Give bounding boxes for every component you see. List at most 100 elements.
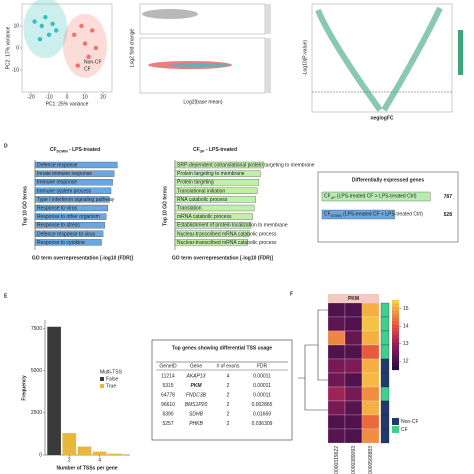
- table-cell: PHKB: [189, 421, 203, 427]
- y-axis-label: -Log10(P-value): [302, 40, 308, 76]
- colorbar-step: [392, 321, 399, 325]
- bar: [174, 196, 256, 203]
- bar-label: Protein targeting: [177, 180, 214, 186]
- heatmap-cell: [327, 316, 346, 332]
- table-cell: 2: [227, 383, 230, 389]
- y-tick-label: -10: [12, 67, 19, 73]
- legend-label: Non-CF: [401, 419, 419, 425]
- table-cell: 5257: [162, 421, 173, 427]
- bar-label: Type I interferon signaling pathway: [37, 197, 115, 203]
- x-tick-label: 2: [68, 457, 71, 463]
- table-cell: 2: [227, 411, 230, 417]
- y-tick-label: 5000: [31, 368, 42, 374]
- bar-label: Defence response to virus: [37, 231, 96, 237]
- table-header: Gene: [190, 363, 202, 369]
- x-tick-label: 10: [82, 94, 88, 100]
- bar-value: 528: [444, 212, 453, 218]
- bar: [34, 204, 108, 212]
- title-bg: [328, 294, 379, 303]
- bar-label: Immune response: [37, 180, 77, 186]
- y-tick-label: 10: [13, 23, 19, 29]
- heatmap-cell: [344, 330, 363, 346]
- heatmap-cell: [327, 330, 346, 346]
- point: [90, 28, 95, 33]
- table-cell: SDHB: [189, 411, 204, 417]
- ellipse: [23, 0, 68, 59]
- box-title: Differentially expressed genes: [352, 177, 424, 183]
- bar: [174, 161, 264, 169]
- bar-label: Translation: [177, 206, 202, 212]
- point: [82, 41, 88, 46]
- table-title: Top genes showing differential TSS usage: [172, 345, 272, 351]
- heatmap-cell: [344, 428, 363, 444]
- x-axis-label: neglogFC: [370, 115, 393, 121]
- column-label: ENST00000389093: [351, 446, 357, 474]
- bar: [174, 170, 261, 177]
- table-header: GeneID: [159, 363, 177, 369]
- y-axis-label: PC2: 17% variance: [5, 26, 11, 69]
- bar: [174, 187, 258, 194]
- bar-label: RNA catabolic process: [177, 197, 228, 203]
- point: [46, 32, 52, 37]
- de-box: [317, 171, 459, 243]
- heatmap-cell: [327, 428, 346, 444]
- volcano-cloud: [315, 6, 443, 112]
- heatmap-cell: [344, 344, 363, 360]
- table-cell: 0.036309: [252, 421, 273, 427]
- dendrogram: [298, 309, 328, 411]
- x-tick-label: 20: [100, 94, 106, 100]
- chart-title: CFDOWN - LPS-treated: [50, 147, 100, 153]
- text-part: CF: [324, 194, 331, 200]
- table-cell: 5315: [162, 383, 173, 389]
- bar: [174, 179, 260, 186]
- point: [32, 19, 37, 24]
- colorbar-label: 13: [403, 341, 409, 347]
- bar-label: Response to other organism: [37, 214, 100, 220]
- bar-label: Nuclear-transcribed mRNA catabolic proce…: [177, 231, 277, 237]
- bar: [47, 326, 61, 455]
- legend-title: Multi-TSS: [100, 369, 123, 375]
- x-tick-label: 4: [98, 457, 101, 463]
- bar-label: Defence response: [37, 163, 78, 169]
- decoration: [139, 3, 463, 441]
- heatmap-cell: [361, 428, 380, 444]
- x-axis-label: Number of TSSs per gene: [56, 465, 117, 471]
- colorbar-step: [392, 303, 399, 308]
- heatmap-cell: [327, 386, 346, 402]
- ma-cloud: [142, 9, 198, 19]
- heatmap-cell: [344, 372, 363, 388]
- table-cell: 0.01669: [253, 411, 271, 417]
- legend-swatch: [100, 377, 104, 381]
- y-axis-label: Frequency: [21, 375, 27, 401]
- table-box: [151, 339, 293, 441]
- point: [86, 54, 91, 59]
- table-cell: 96610: [161, 402, 175, 408]
- text-part: CF: [50, 147, 57, 153]
- y-tick-label: 2500: [31, 410, 42, 416]
- panel-label: D: [4, 143, 8, 149]
- bar: [92, 451, 107, 455]
- legend-swatch: [392, 426, 399, 433]
- table-cell: 4: [227, 373, 230, 379]
- heatmap-cell: [361, 344, 380, 360]
- bar-label: Establishment of protein localization to…: [177, 223, 288, 229]
- y-axis-label: Log2 fold change: [129, 29, 135, 68]
- heatmap-cell: [327, 414, 346, 430]
- point: [43, 15, 48, 20]
- heatmap-cell: [344, 400, 363, 416]
- heatmap-cell: [361, 414, 380, 430]
- bar-value: 787: [444, 194, 453, 200]
- x-tick-label: -20: [27, 94, 34, 100]
- text-part: UP: [331, 196, 337, 200]
- bar: [174, 222, 252, 229]
- table-cell: 11214: [161, 373, 175, 379]
- volcano-colorbar: [458, 30, 463, 75]
- colorbar-step: [392, 345, 399, 350]
- point: [72, 32, 77, 37]
- legend-label: True: [106, 383, 116, 389]
- colorbar-step: [392, 314, 399, 318]
- heatmap-cell: [327, 344, 346, 360]
- colorbar-step: [392, 352, 399, 357]
- bar: [174, 230, 250, 237]
- heatmap-cell: [344, 386, 363, 402]
